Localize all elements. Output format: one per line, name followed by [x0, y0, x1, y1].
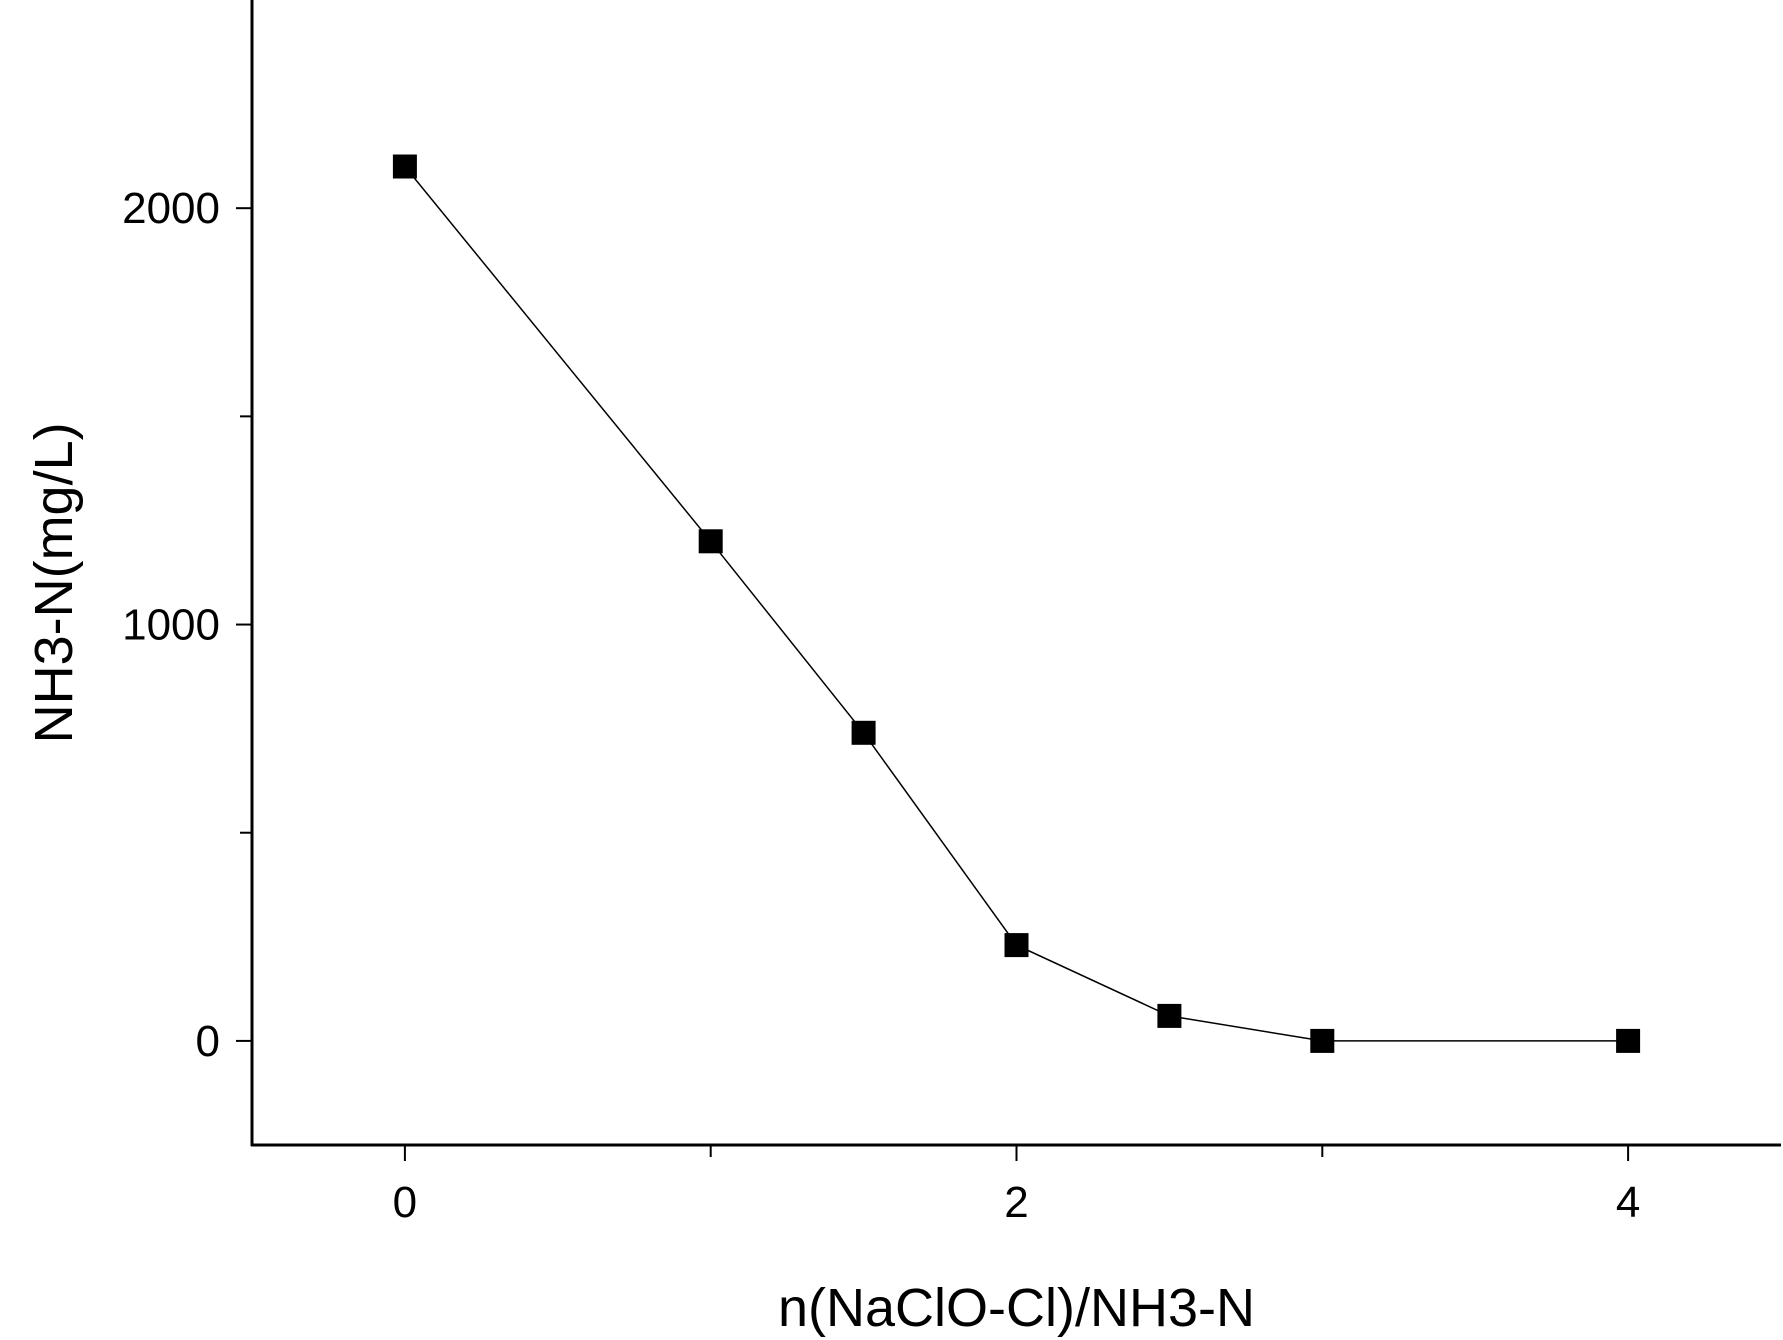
data-point-marker	[698, 529, 723, 554]
data-point-marker	[1157, 1003, 1182, 1028]
x-tick-label: 0	[393, 1178, 417, 1227]
y-axis-title: NH3-N(mg/L)	[24, 422, 84, 743]
x-tick-label: 2	[1004, 1178, 1028, 1227]
y-tick-label: 2000	[122, 184, 220, 233]
tick-labels: 0 2 4 0 1000 2000	[122, 184, 1640, 1227]
x-axis-title: n(NaClO-Cl)/NH3-N	[778, 1278, 1255, 1338]
axes	[250, 0, 1781, 1147]
data-point-marker	[851, 720, 876, 745]
x-tick-label: 4	[1616, 1178, 1640, 1227]
data-point-marker	[1616, 1028, 1641, 1053]
data-point-marker	[392, 154, 417, 179]
data-point-marker	[1004, 933, 1029, 958]
ticks	[236, 207, 1630, 1161]
data-point-marker	[1310, 1028, 1335, 1053]
series	[392, 154, 1641, 1053]
y-tick-label: 1000	[122, 601, 220, 650]
y-tick-label: 0	[196, 1017, 220, 1066]
series-line	[404, 166, 1629, 1042]
